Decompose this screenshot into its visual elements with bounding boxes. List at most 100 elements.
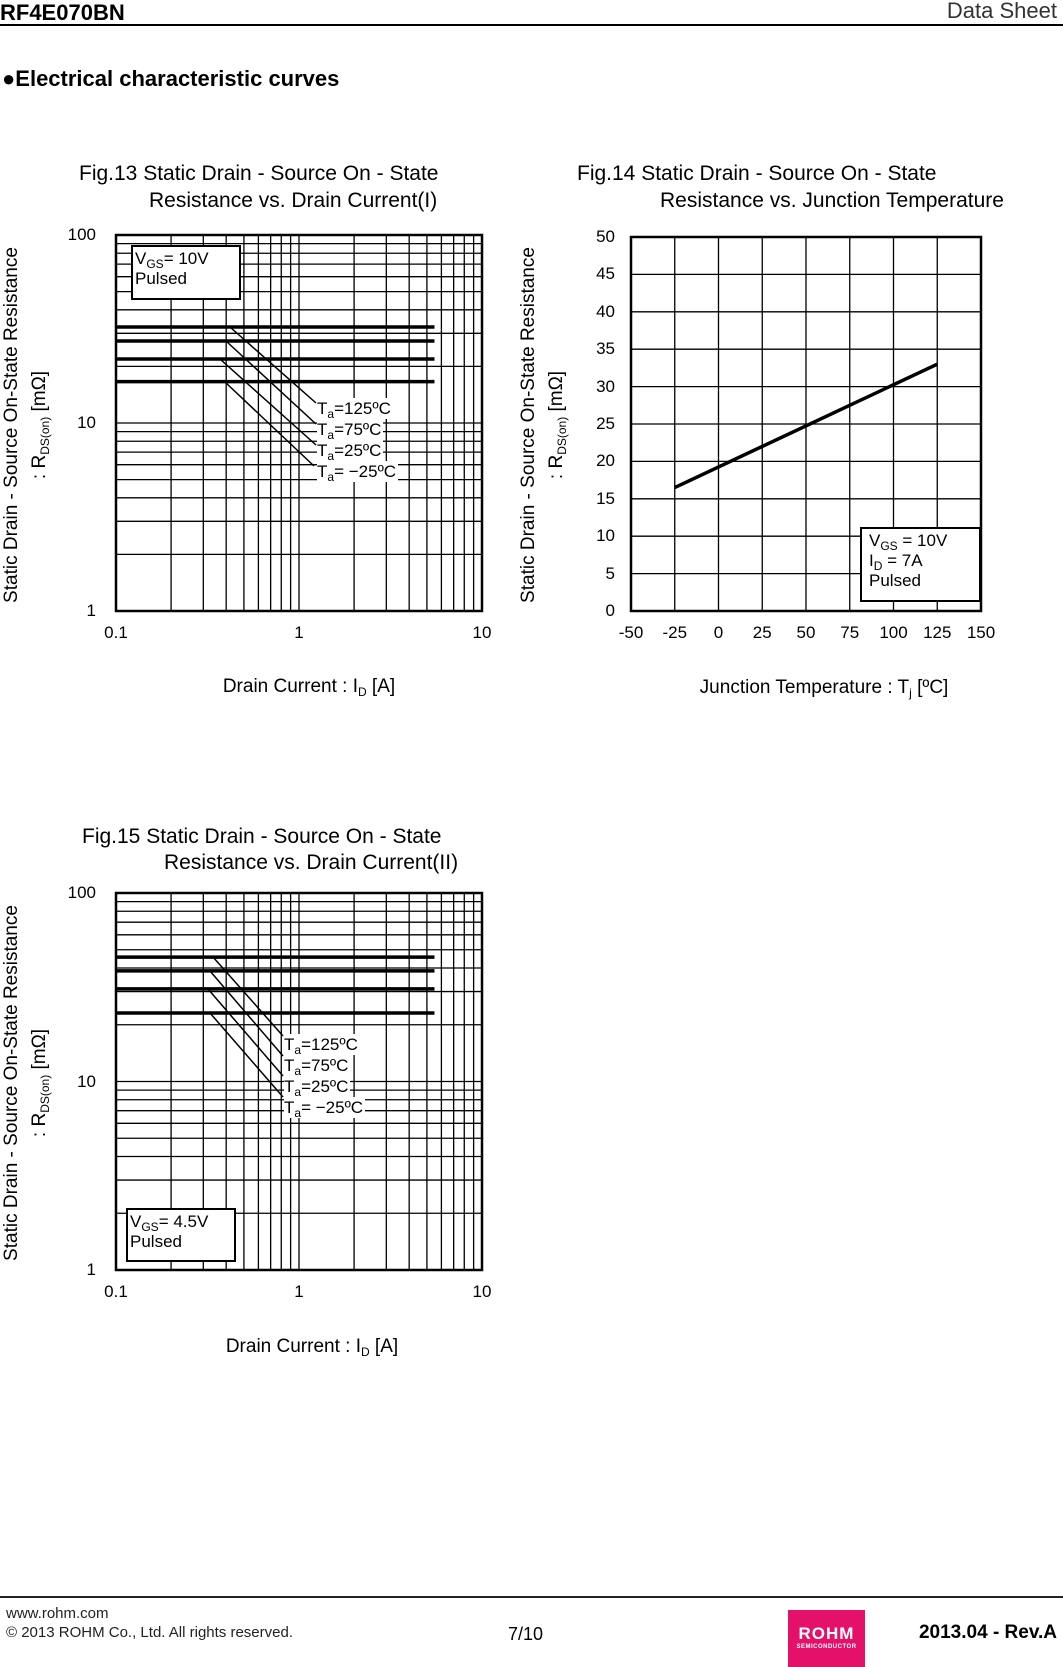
ylabel-sub: DS(on) xyxy=(38,416,52,455)
x-tick-label: 0.1 xyxy=(104,1282,128,1301)
y-tick-label: 10 xyxy=(77,1071,96,1091)
series-label-text: T xyxy=(284,1077,295,1096)
fig14-ylabel-2: : RDS(on) [mΩ] xyxy=(546,370,569,480)
ylabel-text: : R xyxy=(29,454,50,480)
y-tick-label: 25 xyxy=(596,414,615,433)
series-label-sub: a xyxy=(294,1043,302,1057)
series-label: Ta=25ºC xyxy=(317,440,384,463)
xlabel-sub: j xyxy=(909,686,912,700)
ylabel-unit: [mΩ] xyxy=(29,1028,50,1075)
fig13-title-1: Fig.13 Static Drain - Source On - State xyxy=(79,162,439,185)
ylabel-text: : R xyxy=(29,1112,50,1138)
x-tick-label: -50 xyxy=(618,623,644,642)
cond-pulsed: Pulsed xyxy=(135,269,187,288)
x-tick-label: 10 xyxy=(472,1282,492,1301)
x-tick-label: 1 xyxy=(294,623,304,642)
fig13-title-2: Resistance vs. Drain Current(I) xyxy=(149,189,438,212)
series-label-temp: = −25ºC xyxy=(334,462,397,481)
label-leader-line xyxy=(209,970,284,1057)
xlabel-sub: D xyxy=(360,1345,370,1359)
y-tick-label: 30 xyxy=(596,376,615,396)
fig13-ylabel-1: Static Drain - Source On-State Resistanc… xyxy=(1,247,22,603)
cond-sub: GS xyxy=(141,1220,159,1234)
cond-sub: D xyxy=(873,559,883,573)
label-leader-line xyxy=(212,956,284,1037)
logo-text: ROHM xyxy=(798,1624,855,1643)
cond-text: = 4.5V xyxy=(158,1212,209,1231)
rohm-logo: ROHM SEMICONDUCTOR xyxy=(788,1610,865,1667)
fig14-title-2: Resistance vs. Junction Temperature xyxy=(660,189,1004,212)
y-tick-label: 5 xyxy=(605,563,615,583)
series-label-sub: a xyxy=(294,1085,302,1099)
cond-text: = 7A xyxy=(882,551,923,570)
series-label: Ta=125ºC xyxy=(317,398,393,420)
fig15-title-1: Fig.15 Static Drain - Source On - State xyxy=(82,825,442,848)
cond-text: = 10V xyxy=(897,531,948,550)
series-label: Ta= −25ºC xyxy=(284,1097,366,1120)
page-number: 7/10 xyxy=(508,1624,544,1644)
series-label-temp: =125ºC xyxy=(334,399,391,418)
xlabel-text: Junction Temperature : T xyxy=(699,677,910,698)
plot-frame xyxy=(114,233,484,613)
label-leader-line xyxy=(207,988,284,1077)
series-label-temp: =25ºC xyxy=(334,441,382,460)
series-label-temp: =25ºC xyxy=(301,1077,349,1096)
series-label-temp: = −25ºC xyxy=(301,1098,364,1117)
cond-text: V xyxy=(130,1212,142,1231)
logo-subtext: SEMICONDUCTOR xyxy=(796,1644,857,1650)
series-label-text: T xyxy=(317,441,328,460)
series-label-text: T xyxy=(284,1098,295,1117)
x-tick-label: 75 xyxy=(840,623,860,642)
fig14-ylabel-1: Static Drain - Source On-State Resistanc… xyxy=(518,247,539,603)
label-leader-line xyxy=(219,358,317,446)
x-tick-label: 50 xyxy=(796,623,816,642)
y-tick-label: 10 xyxy=(596,526,615,546)
series-label-temp: =125ºC xyxy=(301,1035,358,1054)
fig15-title-2: Resistance vs. Drain Current(II) xyxy=(164,851,459,874)
y-tick-label: 100 xyxy=(67,225,96,244)
footer-url[interactable]: www.rohm.com xyxy=(6,1605,109,1622)
label-leader-line xyxy=(229,326,317,404)
ylabel-text: : R xyxy=(546,454,567,480)
fig13-conditions: VGS= 10V Pulsed xyxy=(131,245,241,300)
series-label: Ta=125ºC xyxy=(284,1034,360,1057)
ylabel-sub: DS(on) xyxy=(38,1074,52,1113)
ylabel-unit: [mΩ] xyxy=(29,370,50,417)
ylabel-sub: DS(on) xyxy=(555,416,569,455)
series-label-sub: a xyxy=(294,1106,302,1120)
header-divider xyxy=(0,24,1063,26)
part-number: RF4E070BN xyxy=(0,0,125,25)
x-tick-label: 0 xyxy=(713,623,724,642)
fig15-ylabel-1: Static Drain - Source On-State Resistanc… xyxy=(1,905,22,1261)
ylabel-unit: [mΩ] xyxy=(546,370,567,417)
fig14-xlabel: Junction Temperature : Tj [ºC] xyxy=(700,677,949,699)
doc-type: Data Sheet xyxy=(946,0,1057,23)
series-label: Ta=75ºC xyxy=(284,1055,351,1078)
series-label-text: T xyxy=(317,420,328,439)
y-tick-label: 20 xyxy=(596,451,615,471)
cond-text: V xyxy=(135,249,147,268)
series-label-text: T xyxy=(317,462,328,481)
y-tick-label: 40 xyxy=(596,301,615,321)
series-label-text: T xyxy=(284,1056,295,1075)
footer-divider xyxy=(0,1596,1063,1598)
y-tick-label: 0 xyxy=(605,601,615,620)
fig13-ylabel-2: : RDS(on) [mΩ] xyxy=(29,370,52,480)
cond-sub: GS xyxy=(146,257,164,271)
x-tick-label: 150 xyxy=(966,623,996,642)
series-line-1 xyxy=(674,362,938,490)
series-label: Ta=25ºC xyxy=(284,1076,351,1099)
xlabel-unit: [ºC] xyxy=(911,677,949,698)
x-tick-label: 25 xyxy=(752,623,772,642)
cond-text: = 10V xyxy=(163,249,209,268)
plot-frame xyxy=(629,235,983,613)
label-leader-line xyxy=(209,1012,284,1098)
cond-text: I xyxy=(869,551,874,570)
fig13-xlabel: Drain Current : ID [A] xyxy=(223,676,395,698)
series-label-sub: a xyxy=(294,1064,302,1078)
series-label: Ta=75ºC xyxy=(317,419,384,441)
x-tick-label: -25 xyxy=(662,623,688,642)
series-label-sub: a xyxy=(327,449,335,463)
y-tick-label: 1 xyxy=(86,1260,96,1279)
series-label: Ta= −25ºC xyxy=(317,461,399,483)
